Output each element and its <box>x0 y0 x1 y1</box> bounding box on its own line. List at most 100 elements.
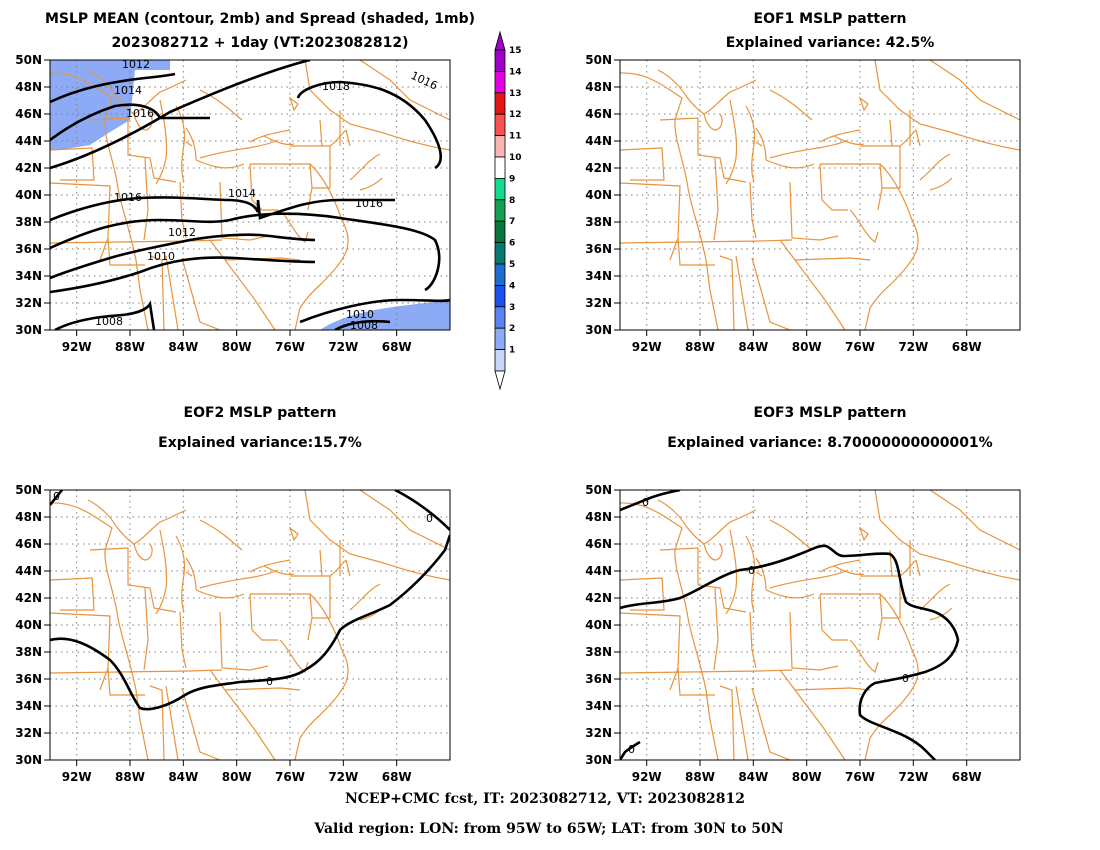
lon-label: 72W <box>328 340 358 354</box>
panel-eof2: EOF2 MSLP pattern Explained variance:15.… <box>15 405 451 784</box>
colorbar-cell <box>494 156 506 179</box>
contour-label: 1016 <box>126 107 154 120</box>
lon-label: 68W <box>382 770 412 784</box>
eof3-title-line2: Explained variance: 8.70000000000001% <box>667 435 992 451</box>
lat-label: 46N <box>15 107 42 121</box>
eof1-map: 50N 48N 46N 44N 42N 40N 38N 36N 34N 32N … <box>585 53 1021 354</box>
lat-label: 34N <box>15 269 42 283</box>
lat-label: 50N <box>15 483 42 497</box>
lon-label: 72W <box>328 770 358 784</box>
colorbar-cell <box>494 242 506 265</box>
colorbar-label: 3 <box>509 303 515 313</box>
lat-label: 38N <box>15 215 42 229</box>
lon-label: 76W <box>275 770 305 784</box>
footer-forecast-info: NCEP+CMC fcst, IT: 2023082712, VT: 20230… <box>345 791 745 807</box>
eof3-title-line1: EOF3 MSLP pattern <box>754 405 907 421</box>
lon-label: 92W <box>632 770 662 784</box>
eof2-title-line1: EOF2 MSLP pattern <box>184 405 337 421</box>
lon-label: 72W <box>898 770 928 784</box>
contour-label: 0 <box>628 743 635 756</box>
lat-label: 36N <box>585 242 612 256</box>
contour-label: 1016 <box>114 191 142 204</box>
lat-axis: 50N 48N 46N 44N 42N 40N 38N 36N 34N 32N … <box>585 483 612 767</box>
contour-label: 1016 <box>355 197 383 210</box>
colorbar-label: 13 <box>509 89 522 99</box>
lat-label: 30N <box>585 753 612 767</box>
colorbar-label: 8 <box>509 196 515 206</box>
lat-label: 34N <box>15 699 42 713</box>
lon-label: 72W <box>898 340 928 354</box>
lat-label: 42N <box>585 161 612 175</box>
lon-label: 76W <box>845 340 875 354</box>
lon-label: 80W <box>792 770 822 784</box>
state-borders <box>620 60 1020 330</box>
lon-label: 92W <box>632 340 662 354</box>
contour-label: 1018 <box>322 80 350 93</box>
panel-eof1: EOF1 MSLP pattern Explained variance: 42… <box>585 11 1021 354</box>
lat-label: 50N <box>585 53 612 67</box>
lat-label: 40N <box>15 188 42 202</box>
lat-axis: 50N 48N 46N 44N 42N 40N 38N 36N 34N 32N … <box>15 483 42 767</box>
contour-label: 1016 <box>409 69 440 93</box>
colorbar-cell <box>494 220 506 243</box>
lon-label: 68W <box>952 340 982 354</box>
mean-map: 1012 1014 1016 1018 1016 1016 1014 1016 … <box>15 53 451 354</box>
lat-label: 36N <box>585 672 612 686</box>
lon-axis: 92W 88W 84W 80W 76W 72W 68W <box>62 770 412 784</box>
colorbar-cell <box>494 284 506 308</box>
contour-label: 1014 <box>228 187 256 200</box>
eof3-contours <box>620 490 960 760</box>
footer-valid-region: Valid region: LON: from 95W to 65W; LAT:… <box>313 821 783 837</box>
colorbar-cell <box>494 177 506 201</box>
colorbar-label: 5 <box>509 260 515 270</box>
lat-label: 32N <box>15 726 42 740</box>
lon-label: 84W <box>738 340 768 354</box>
contour-label: 1012 <box>122 58 150 71</box>
eof1-title-line1: EOF1 MSLP pattern <box>754 11 907 27</box>
contour-label: 0 <box>426 512 433 525</box>
lat-label: 36N <box>15 672 42 686</box>
state-borders <box>620 490 1020 760</box>
lat-label: 32N <box>585 726 612 740</box>
colorbar-cell <box>494 327 506 351</box>
lat-label: 50N <box>585 483 612 497</box>
lat-label: 32N <box>15 296 42 310</box>
colorbar-label: 4 <box>509 281 515 291</box>
panel-eof3: EOF3 MSLP pattern Explained variance: 8.… <box>585 405 1021 784</box>
panel-mslp-mean: MSLP MEAN (contour, 2mb) and Spread (sha… <box>15 11 475 354</box>
lat-label: 36N <box>15 242 42 256</box>
colorbar-cell <box>494 199 506 222</box>
eof3-map: 0 0 0 0 50N 48N 46N 44N 42N 40N 38N 36N … <box>585 483 1021 784</box>
colorbar-arrow-bottom <box>494 370 506 391</box>
lat-label: 38N <box>585 645 612 659</box>
eof1-title-line2: Explained variance: 42.5% <box>726 35 935 51</box>
lon-label: 80W <box>222 340 252 354</box>
lat-label: 48N <box>585 80 612 94</box>
lat-label: 48N <box>585 510 612 524</box>
lon-label: 76W <box>275 340 305 354</box>
lon-label: 68W <box>952 770 982 784</box>
colorbar-cell <box>494 306 506 329</box>
lat-label: 40N <box>585 618 612 632</box>
contour-label: 0 <box>266 675 273 688</box>
contour-label: 1014 <box>114 84 142 97</box>
contour-label: 1010 <box>346 308 374 321</box>
contour-label: 1008 <box>350 319 378 332</box>
lat-label: 30N <box>15 323 42 337</box>
colorbar-label: 14 <box>509 67 522 77</box>
lon-axis: 92W 88W 84W 80W 76W 72W 68W <box>632 340 982 354</box>
colorbar-label: 10 <box>509 153 522 163</box>
lat-axis: 50N 48N 46N 44N 42N 40N 38N 36N 34N 32N … <box>585 53 612 337</box>
lon-label: 92W <box>62 340 92 354</box>
eof2-map: 0 0 0 50N 48N 46N 44N 42N 40N 38N 36N 34… <box>15 483 451 784</box>
contour-label: 1008 <box>95 315 123 328</box>
colorbar-cell <box>494 92 506 115</box>
colorbar-label: 15 <box>509 46 522 56</box>
lat-label: 42N <box>15 591 42 605</box>
lat-label: 46N <box>585 107 612 121</box>
colorbar-arrow-top <box>494 30 506 51</box>
colorbar-label: 7 <box>509 217 515 227</box>
lat-label: 30N <box>15 753 42 767</box>
colorbar-label: 2 <box>509 324 515 334</box>
contour-label: 1010 <box>147 250 175 263</box>
